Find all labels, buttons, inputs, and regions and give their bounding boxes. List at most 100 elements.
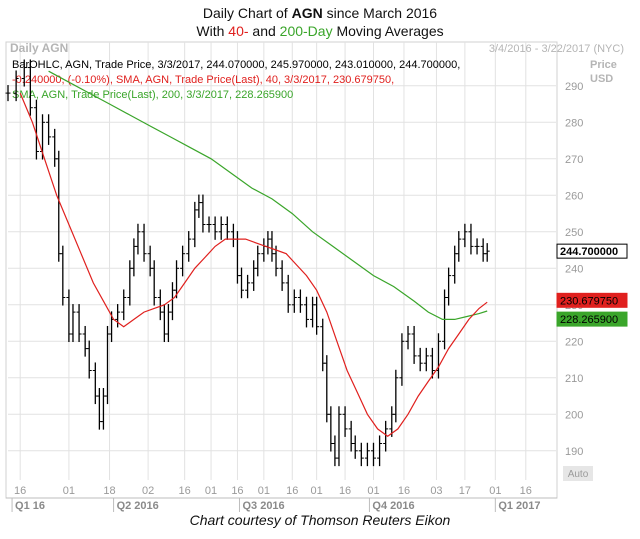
y-tick-label: 250 bbox=[565, 227, 583, 239]
price-bar bbox=[33, 99, 39, 160]
auto-button[interactable] bbox=[563, 466, 593, 481]
x-tick-label: 18 bbox=[103, 485, 115, 497]
price-bar bbox=[21, 59, 27, 87]
price-bar bbox=[399, 333, 405, 386]
chart-title-line2: With 40- and 200-Day Moving Averages bbox=[196, 23, 444, 39]
currency-label: USD bbox=[590, 73, 613, 85]
legend-line3: SMA, AGN, Trade Price(Last), 200, 3/3/20… bbox=[12, 89, 293, 101]
x-tick-label: 16 bbox=[14, 485, 26, 497]
price-bar bbox=[212, 216, 218, 240]
price-bar bbox=[27, 59, 33, 116]
price-bar bbox=[151, 260, 157, 306]
y-tick-label: 190 bbox=[565, 446, 583, 458]
quarter-label: Q4 2016 bbox=[372, 500, 414, 512]
x-tick-label: 16 bbox=[179, 485, 191, 497]
x-axis: 16 01 18 02 16 01 16 01 16 01 16 01 16 03 17 01 16 Q1 16 Q… bbox=[6, 485, 557, 512]
legend-line1: BarOHLC, AGN, Trade Price, 3/3/2017, 244… bbox=[12, 59, 460, 71]
price-axis-label: Price bbox=[590, 59, 617, 71]
price-bar bbox=[474, 238, 480, 255]
price-bar bbox=[303, 296, 309, 328]
quarter-label: Q1 16 bbox=[15, 500, 45, 512]
price-bar bbox=[285, 274, 291, 313]
y-tick-label: 240 bbox=[565, 263, 583, 275]
quarter-label: Q3 2016 bbox=[242, 500, 284, 512]
price-bar bbox=[417, 347, 423, 372]
last-sma40-label: 230.679750 bbox=[556, 292, 628, 308]
price-bar bbox=[86, 340, 92, 379]
x-tick-label: 16 bbox=[339, 485, 351, 497]
sma40-line bbox=[19, 92, 488, 437]
price-bar bbox=[13, 70, 19, 102]
price-bar bbox=[484, 243, 490, 262]
svg-text:228.265900: 228.265900 bbox=[560, 314, 618, 326]
price-bar bbox=[60, 245, 66, 306]
x-tick-label: 01 bbox=[311, 485, 323, 497]
y-tick-label: 200 bbox=[565, 409, 583, 421]
svg-text:230.679750: 230.679750 bbox=[560, 295, 618, 307]
price-bar bbox=[383, 420, 389, 452]
price-bar bbox=[291, 289, 297, 313]
price-bar bbox=[297, 289, 303, 313]
x-tick-label: 16 bbox=[398, 485, 410, 497]
date-range: 3/4/2016 - 3/22/2017 (NYC) bbox=[489, 43, 624, 55]
price-bar bbox=[70, 304, 76, 343]
price-bar bbox=[46, 114, 52, 145]
price-bar bbox=[174, 260, 180, 299]
price-bar bbox=[370, 442, 376, 467]
y-axis: 190200210220230240250260270280290 bbox=[565, 81, 583, 458]
price-bars bbox=[5, 59, 490, 467]
price-bar bbox=[364, 442, 370, 467]
quarter-label: Q1 2017 bbox=[498, 500, 540, 512]
panel-label: Daily AGN bbox=[10, 41, 68, 55]
legend-line2: -0.240000, (-0.10%), SMA, AGN, Trade Pri… bbox=[12, 74, 394, 86]
y-tick-label: 280 bbox=[565, 117, 583, 129]
y-tick-label: 210 bbox=[565, 373, 583, 385]
y-tick-label: 270 bbox=[565, 154, 583, 166]
price-bar bbox=[5, 85, 11, 102]
price-bar bbox=[377, 435, 383, 467]
y-tick-label: 260 bbox=[565, 190, 583, 202]
x-tick-label: 16 bbox=[520, 485, 532, 497]
price-bar bbox=[141, 223, 147, 262]
x-tick-label: 01 bbox=[205, 485, 217, 497]
price-bar bbox=[352, 435, 358, 459]
y-tick-label: 290 bbox=[565, 81, 583, 93]
price-bar bbox=[245, 274, 251, 299]
price-bar bbox=[76, 304, 82, 343]
price-bar bbox=[135, 223, 141, 255]
x-tick-label: 16 bbox=[231, 485, 243, 497]
price-bar bbox=[393, 369, 399, 423]
last-price-label: 244.700000 bbox=[556, 243, 628, 259]
x-tick-label: 03 bbox=[430, 485, 442, 497]
price-bar bbox=[239, 267, 245, 299]
last-sma200-label: 228.265900 bbox=[556, 311, 628, 327]
price-bar bbox=[206, 216, 212, 233]
price-bar bbox=[218, 216, 224, 240]
price-bar bbox=[224, 216, 230, 240]
price-bar bbox=[342, 406, 348, 437]
price-bar bbox=[121, 289, 127, 321]
last-value-labels: 244.700000 230.679750 228.265900 bbox=[556, 243, 628, 327]
price-bar bbox=[446, 267, 452, 306]
price-bar bbox=[180, 245, 186, 277]
price-bar bbox=[273, 245, 279, 277]
chart-title-line1: Daily Chart of AGN since March 2016 bbox=[202, 5, 438, 21]
y-tick-label: 220 bbox=[565, 336, 583, 348]
auto-label[interactable]: Auto bbox=[568, 469, 589, 480]
price-bar bbox=[411, 325, 417, 364]
x-tick-label: 02 bbox=[142, 485, 154, 497]
quarter-label: Q2 2016 bbox=[117, 500, 159, 512]
price-bar bbox=[255, 245, 261, 277]
x-tick-label: 16 bbox=[286, 485, 298, 497]
price-bar bbox=[115, 304, 121, 328]
chart-caption: Chart courtesy of Thomson Reuters Eikon bbox=[189, 512, 451, 528]
x-tick-label: 17 bbox=[459, 485, 471, 497]
x-tick-label: 01 bbox=[489, 485, 501, 497]
price-bar bbox=[423, 347, 429, 372]
sma200-line bbox=[48, 70, 488, 320]
price-bar bbox=[456, 231, 462, 262]
price-bar bbox=[462, 223, 468, 248]
x-tick-label: 01 bbox=[367, 485, 379, 497]
price-bar bbox=[468, 223, 474, 255]
